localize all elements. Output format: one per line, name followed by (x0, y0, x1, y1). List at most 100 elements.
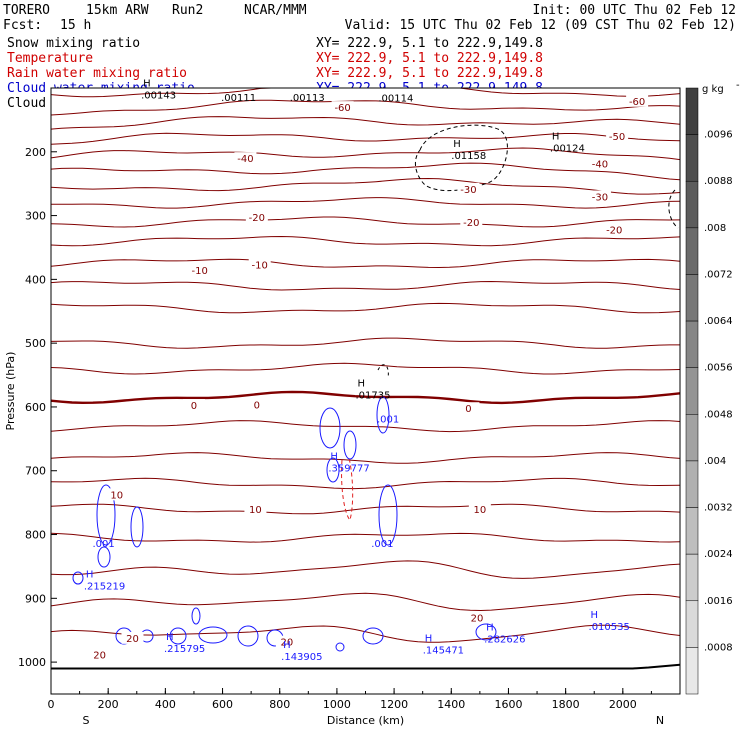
y-tick-label: 300 (25, 210, 46, 223)
temperature-label: 20 (471, 613, 484, 624)
temperature-label: -20 (606, 226, 622, 237)
colorbar-tick-label: .0088 (704, 176, 733, 187)
label-backdrop (188, 263, 211, 276)
label-backdrop (182, 399, 205, 412)
temperature-contour (50, 302, 681, 314)
contour-labels: -60 -60 -50 -40 -40 -30 -30 -20 -20 -20 -10 -10 0 0 0 1… (84, 78, 649, 663)
temperature-contour (50, 503, 681, 515)
high-value: .215219 (84, 582, 125, 593)
south-label: S (83, 714, 90, 727)
header-resolution: 15km ARW (86, 3, 149, 18)
cloud-water-contour (326, 457, 340, 483)
high-marker: H (86, 570, 94, 581)
high-marker: H (453, 139, 461, 150)
high-marker: H (591, 610, 599, 621)
temperature-label: -60 (629, 97, 645, 108)
colorbar-tick-label: .004 (704, 456, 726, 467)
temperature-label: 10 (473, 505, 486, 516)
x-tick-label: 1600 (494, 698, 522, 711)
high-marker: H (330, 452, 338, 463)
temperature-label: 0 (191, 401, 197, 412)
high-value: .145471 (423, 645, 464, 656)
temperature-label: -30 (592, 192, 608, 203)
high-value: .00113 (290, 93, 325, 104)
y-axis-label: Pressure (hPa) (4, 352, 17, 431)
axes: 0 200 400 600 800 1000 1200 1400 1600 1800 2000200… (4, 146, 681, 727)
temperature-label: -30 (460, 185, 476, 196)
y-tick-label: 400 (25, 273, 46, 286)
colorbar-tick-label: .0056 (704, 363, 733, 374)
y-tick-label: 800 (25, 529, 46, 542)
header-fcst-value: 15 h (60, 18, 91, 33)
header-valid: Valid: 15 UTC Thu 02 Feb 12 (09 CST Thu … (345, 18, 736, 33)
colorbar-unit: g kg (702, 84, 724, 95)
high-value: .282626 (484, 635, 525, 646)
temperature-contour (50, 132, 681, 145)
temperature-contour (50, 99, 681, 116)
temperature-label: -10 (252, 261, 268, 272)
cloud-water-contour (198, 626, 228, 644)
colorbar-swatch (685, 227, 699, 275)
y-tick-label: 200 (25, 146, 46, 159)
colorbar-swatch (685, 274, 699, 322)
label-backdrop (588, 157, 611, 170)
cloud-water-contour (319, 407, 341, 449)
colorbar-swatch (685, 647, 699, 695)
temperature-contour (50, 258, 681, 269)
x-tick-label: 1800 (552, 698, 580, 711)
temperature-contour (50, 560, 681, 579)
x-tick-label: 1000 (323, 698, 351, 711)
y-tick-label: 1000 (18, 656, 46, 669)
temperature-contour (50, 116, 681, 130)
cloud-water-contour (130, 506, 144, 548)
field-xy: XY= 222.9, 5.1 to 222.9,149.8 (316, 51, 543, 66)
label-backdrop (603, 223, 626, 236)
header-model: TORERO (3, 3, 50, 18)
label-backdrop (121, 631, 144, 644)
high-value: .001 (92, 539, 114, 550)
colorbar-tick-label: .0008 (704, 642, 733, 653)
cloud-water-contour (97, 546, 111, 568)
colorbar-swatch (685, 180, 699, 229)
high-value: .00111 (221, 93, 256, 104)
temperature-label: -50 (609, 132, 625, 143)
cloud-water-contour (191, 607, 201, 625)
temperature-contour (50, 532, 681, 543)
cloud-water-contour (169, 627, 187, 645)
cloud-water-contour (96, 484, 116, 546)
temperature-contour (50, 280, 681, 291)
cloud-water-contour (376, 396, 390, 434)
header-fcst-label: Fcst: (3, 18, 42, 33)
temperature-label: -40 (592, 159, 608, 170)
temperature-contour (50, 235, 681, 247)
colorbar-tick-label: .0072 (704, 269, 733, 280)
temperature-contour (50, 477, 681, 490)
colorbar-swatch (685, 134, 699, 182)
x-tick-label: 400 (155, 698, 176, 711)
temperature-label: 20 (126, 634, 139, 645)
label-backdrop (245, 398, 268, 411)
temperature-label: 20 (93, 650, 106, 661)
colorbar-swatch (685, 367, 699, 415)
y-tick-label: 500 (25, 337, 46, 350)
high-value: .001 (371, 539, 393, 550)
label-backdrop (457, 182, 480, 195)
high-value: .00114 (378, 94, 413, 105)
high-marker: H (283, 640, 291, 651)
label-backdrop (466, 611, 489, 624)
north-label: N (656, 714, 664, 727)
high-value: .01735 (356, 390, 391, 401)
ice-contour (377, 364, 389, 379)
temperature-contour (50, 624, 681, 643)
ice-contours (341, 124, 679, 521)
y-tick-label: 900 (25, 592, 46, 605)
cloud-water-contour (72, 571, 84, 585)
temperature-label: 10 (110, 490, 123, 501)
high-marker: H (425, 633, 433, 644)
temperature-contour (50, 362, 681, 375)
colorbar-swatch (685, 87, 699, 135)
temperature-label: 0 (254, 400, 260, 411)
x-tick-label: 600 (212, 698, 233, 711)
high-value: .00143 (141, 90, 176, 101)
